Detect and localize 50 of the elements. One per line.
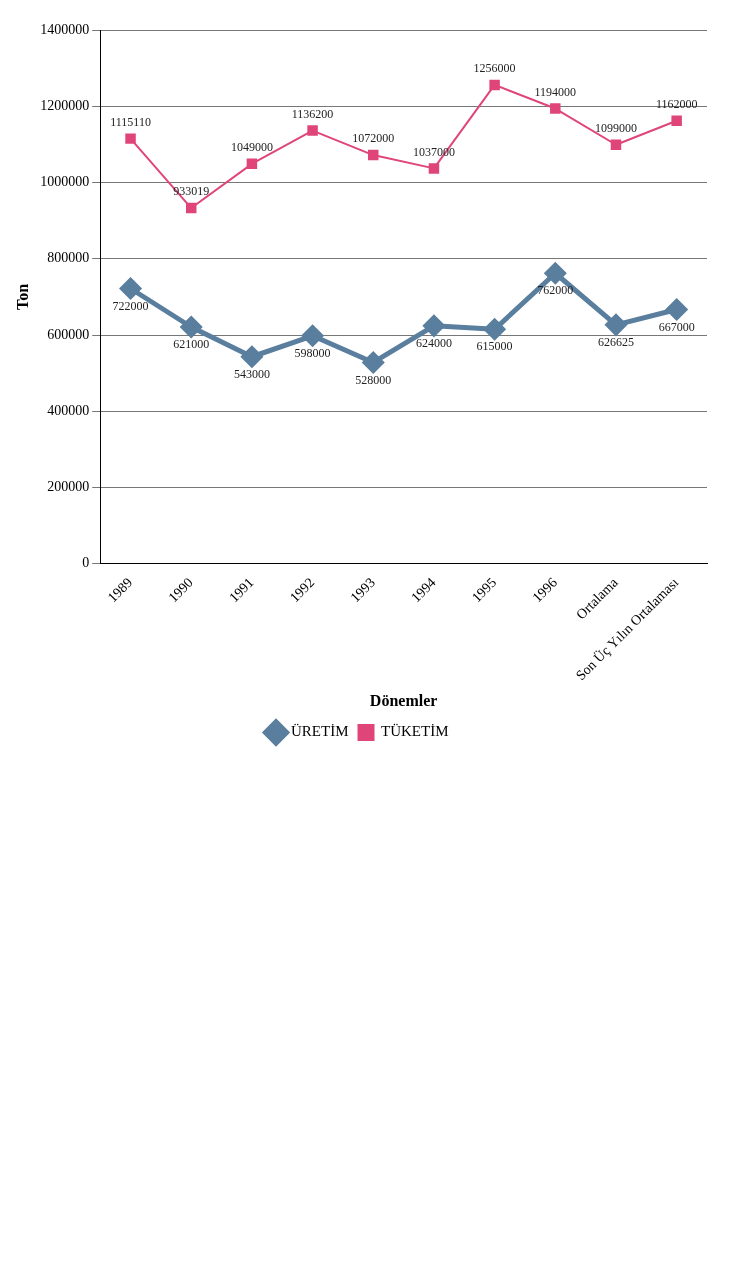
y-tick-label: 1000000: [40, 174, 90, 190]
y-tick-label: 1400000: [40, 21, 90, 37]
data-label: 1256000: [473, 61, 516, 76]
point: [550, 103, 561, 114]
y-axis-title: Ton: [13, 283, 31, 310]
legend-label: TÜKETİM: [381, 723, 449, 740]
data-label: 598000: [294, 345, 331, 360]
point: [671, 115, 682, 126]
y-tick-label: 0: [82, 555, 90, 571]
y-tick-label: 1200000: [40, 97, 90, 113]
data-label: 1049000: [230, 139, 273, 154]
y-tick-label: 400000: [47, 402, 90, 418]
data-label: 1115110: [110, 114, 151, 129]
point: [544, 262, 566, 284]
point: [362, 351, 384, 373]
data-label: 528000: [355, 372, 392, 387]
point: [666, 298, 688, 320]
point: [125, 133, 136, 144]
data-label: 1136200: [291, 106, 334, 121]
point: [180, 316, 202, 338]
data-label: 624000: [415, 336, 452, 351]
point: [489, 79, 500, 91]
point: [605, 314, 627, 336]
data-label: 1099000: [594, 120, 637, 135]
point: [185, 202, 197, 214]
point: [246, 158, 258, 170]
data-label: 722000: [112, 298, 149, 313]
data-label: 626625: [597, 335, 634, 350]
data-label: 1194000: [534, 84, 577, 99]
point: [428, 163, 440, 174]
point: [120, 278, 142, 299]
data-label: 1072000: [352, 131, 395, 146]
point: [302, 325, 324, 347]
point: [241, 346, 263, 368]
y-tick-label: 600000: [47, 326, 90, 342]
x-tick-label: 1991: [226, 574, 257, 606]
data-label: 615000: [476, 339, 513, 354]
y-tick-label: 800000: [47, 250, 90, 266]
point: [484, 318, 506, 340]
point: [610, 139, 622, 150]
y-tick-label: 200000: [47, 479, 90, 495]
data-label: 762000: [537, 283, 574, 298]
legend-label: ÜRETİM: [291, 723, 349, 740]
point: [423, 315, 445, 337]
data-label: 667000: [658, 319, 695, 334]
data-label: 621000: [173, 337, 210, 352]
data-label: 543000: [233, 366, 270, 381]
x-axis-title: Dönemler: [369, 691, 438, 709]
point: [368, 149, 379, 161]
point: [307, 125, 318, 136]
